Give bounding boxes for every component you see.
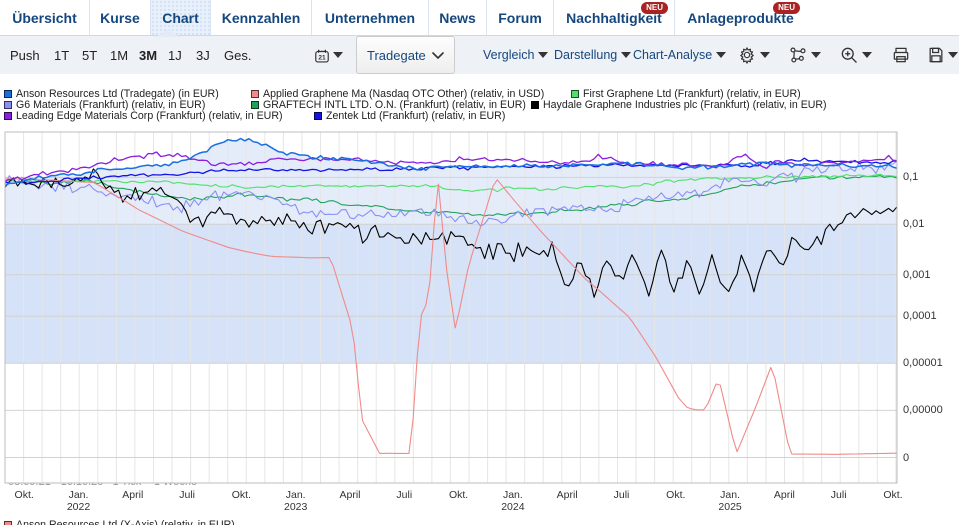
svg-text:21: 21 [318, 55, 326, 62]
